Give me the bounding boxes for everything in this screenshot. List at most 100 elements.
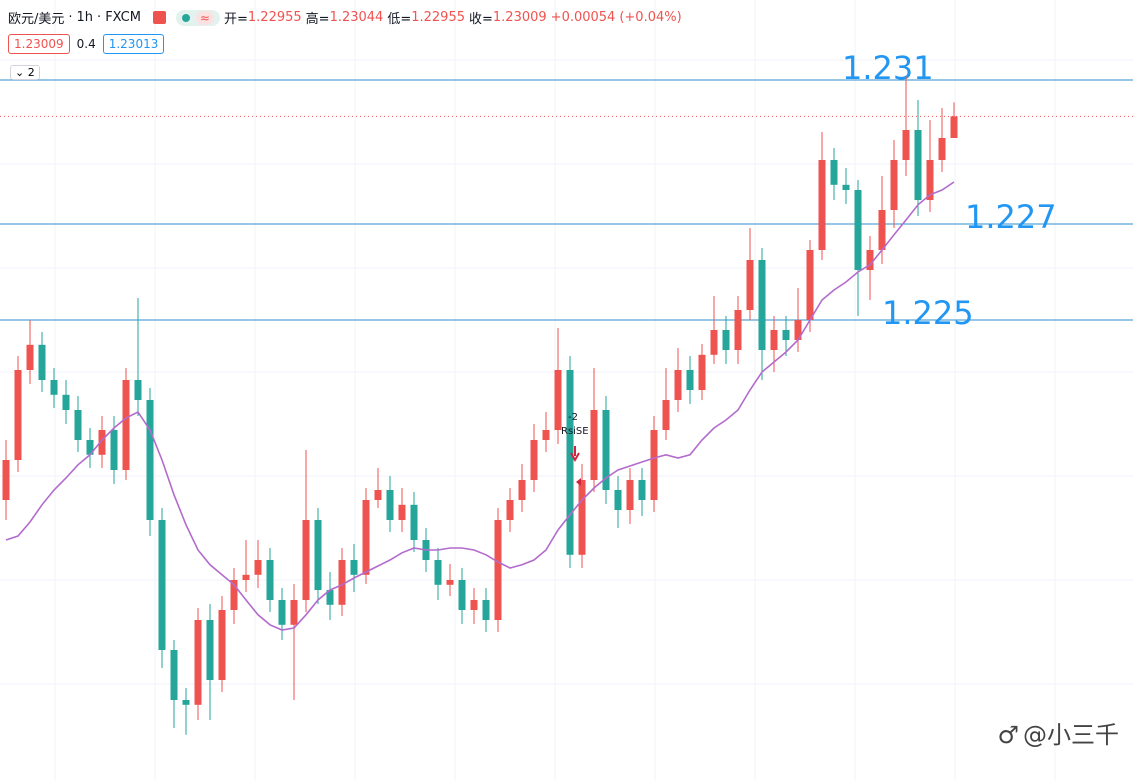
candle-body	[806, 250, 814, 320]
candle-body	[542, 430, 550, 440]
candle-body	[26, 344, 34, 370]
candle-body	[50, 380, 58, 395]
indicator-toggle[interactable]: ≈	[175, 9, 220, 26]
candle-body	[110, 430, 118, 470]
change: +0.00054	[550, 10, 616, 25]
candle-body	[242, 574, 250, 580]
separator: ·	[97, 10, 102, 25]
candle-body	[86, 440, 94, 455]
candle-body	[770, 330, 778, 350]
candle-body	[194, 620, 202, 705]
candle-body	[866, 250, 874, 270]
candle-body	[98, 430, 106, 455]
candle-body	[326, 590, 334, 605]
candle-body	[854, 190, 862, 270]
candle-body	[842, 184, 850, 190]
candle-body	[374, 490, 382, 500]
flag-icon[interactable]	[152, 11, 166, 24]
candle-body	[674, 370, 682, 400]
candle-body	[2, 460, 10, 500]
candle-body	[530, 440, 538, 480]
candle-body	[722, 330, 730, 350]
candle-body	[350, 560, 358, 575]
candle-body	[158, 520, 166, 650]
candle-body	[794, 320, 802, 340]
candle-body	[602, 410, 610, 490]
ask[interactable]: 1.23013	[102, 34, 165, 54]
ohlc-open: 1.22955	[247, 10, 302, 25]
spread: 0.4	[76, 37, 96, 51]
candle-body	[782, 330, 790, 340]
candle-body	[254, 560, 262, 575]
candle-body	[362, 500, 370, 575]
ohlc-close-label: 收=	[469, 12, 493, 27]
candle-body	[890, 160, 898, 210]
collapse-button[interactable]: ⌄ 2	[10, 65, 40, 80]
candle-body	[638, 480, 646, 500]
candle-body	[938, 138, 946, 160]
candle-body	[614, 490, 622, 510]
legend-header: 欧元/美元 · 1h · FXCM ≈ 开= 1.22955 高= 1.23044 低=…	[8, 8, 686, 27]
candle-body	[902, 130, 910, 160]
candle-body	[926, 160, 934, 200]
ohlc-open-label: 开=	[223, 12, 248, 27]
candle-body	[650, 430, 658, 500]
candle-body	[914, 130, 922, 200]
candle-body	[554, 370, 562, 430]
candle-body	[134, 380, 142, 400]
candle-body	[434, 560, 442, 585]
level-label: 1.225	[882, 294, 974, 332]
collapse-count: 2	[27, 66, 35, 79]
candle-body	[758, 260, 766, 350]
candle-body	[458, 580, 466, 610]
candle-body	[566, 370, 574, 555]
candle-body	[338, 560, 346, 605]
watermark-text: @小三千	[1023, 721, 1119, 749]
candle-body	[74, 410, 82, 440]
candle-body	[230, 580, 238, 610]
change-pct: (+0.04%)	[619, 10, 682, 25]
annotation: RsiSE	[561, 426, 589, 437]
signal-marker	[576, 478, 581, 486]
candle-body	[950, 116, 958, 138]
watermark: ♂ @小三千	[997, 721, 1119, 749]
candle-body	[662, 400, 670, 430]
interval: 1h	[76, 10, 94, 25]
candle-body	[398, 504, 406, 520]
candle-body	[746, 260, 754, 310]
ohlc-high-label: 高=	[305, 12, 330, 27]
ohlc-low-label: 低=	[387, 12, 412, 27]
candle-body	[410, 504, 418, 540]
ohlc-high: 1.23044	[329, 10, 384, 25]
candle-body	[578, 480, 586, 555]
annotation: -2	[568, 412, 578, 423]
ohlc-low: 1.22955	[411, 10, 465, 25]
candle-body	[14, 370, 22, 460]
level-label: 1.227	[965, 198, 1057, 236]
candle-body	[590, 410, 598, 480]
candle-body	[302, 520, 310, 600]
bid[interactable]: 1.23009	[8, 34, 70, 54]
candle-body	[266, 560, 274, 600]
separator: ·	[68, 10, 73, 25]
candle-body	[818, 160, 826, 250]
candle-body	[146, 400, 154, 520]
signal-arrow	[570, 446, 580, 463]
candle-body	[446, 580, 454, 585]
candle-body	[518, 480, 526, 500]
candle-body	[686, 370, 694, 390]
moving-average	[5, 181, 955, 631]
candle-body	[278, 600, 286, 625]
candle-body	[62, 394, 70, 410]
ohlc-close: 1.23009	[492, 10, 547, 25]
candle-body	[698, 354, 706, 390]
candle-body	[218, 610, 226, 680]
candle-body	[314, 520, 322, 590]
candle-body	[626, 480, 634, 510]
candle-body	[38, 344, 46, 380]
candle-body	[122, 380, 130, 470]
quote-row: 1.23009 0.4 1.23013	[8, 34, 165, 54]
candle-body	[830, 160, 838, 185]
candle-body	[170, 650, 178, 700]
